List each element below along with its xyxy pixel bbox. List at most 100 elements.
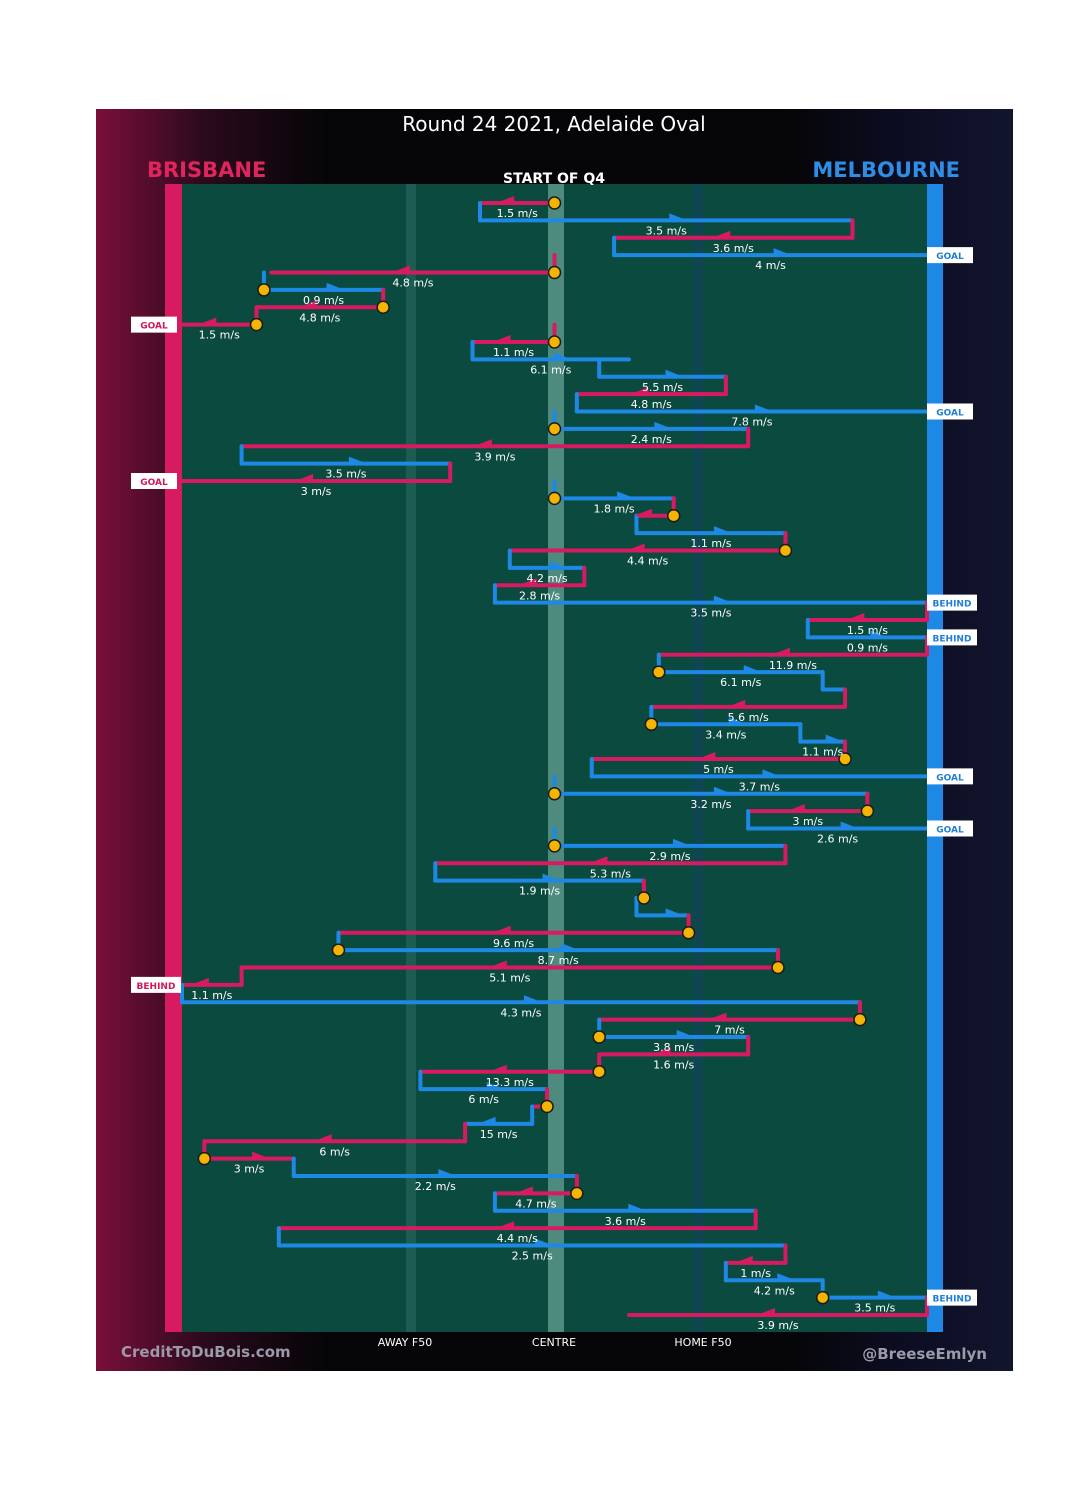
speed-label: 3.5 m/s [690,607,731,620]
speed-label: 6 m/s [319,1145,350,1158]
ball-marker [838,752,852,766]
direction-arrow [652,1047,671,1056]
result-tag [927,247,973,264]
direction-arrow [777,1273,796,1282]
axis-label-away: AWAY F50 [378,1336,432,1349]
ball-marker [331,943,346,957]
result-tag [927,594,977,611]
ball-marker [652,665,666,679]
axis-label-home: HOME F50 [674,1336,731,1349]
result-tag-label: BEHIND [933,600,972,610]
ball-marker [249,317,264,332]
direction-arrow [542,873,561,882]
result-tag-label: BEHIND [933,1295,972,1305]
speed-label: 1.9 m/s [519,885,560,898]
direction-arrow [672,838,691,847]
result-tag-label: BEHIND [137,982,176,992]
speed-label: 1.5 m/s [199,329,240,342]
direction-arrow [628,1203,647,1212]
direction-arrow [190,977,209,986]
speed-label: 3.4 m/s [705,728,746,741]
direction-arrow [708,1012,727,1021]
direction-arrow [754,404,773,413]
chart-panel: Round 24 2021, Adelaide Oval BRISBANE ME… [96,109,1013,1371]
direction-arrow [486,1082,505,1091]
team-left-label: BRISBANE [147,158,266,182]
direction-arrow [488,960,507,969]
direction-arrow [697,752,716,760]
chain-markers [197,196,875,1305]
ball-marker [666,509,681,523]
ball-marker [860,804,875,818]
speed-label: 3.6 m/s [713,242,754,255]
speed-label: 5.1 m/s [489,972,530,985]
speed-label: 4.4 m/s [627,555,668,568]
ball-marker [547,265,562,280]
direction-arrow [492,925,511,934]
chain-lines [180,201,929,1317]
speed-label: 6.1 m/s [720,676,761,689]
direction-arrow [488,1064,507,1073]
direction-arrow [295,474,314,482]
direction-arrow [298,300,317,309]
result-tag-label: GOAL [936,826,964,836]
direction-arrow [713,595,732,604]
chain-speed-labels: 1.5 m/s3.5 m/s3.6 m/s4 m/s4.8 m/s0.9 m/s… [191,207,895,1332]
direction-arrow [514,1186,533,1195]
centre-line [548,184,564,1332]
ball-marker [547,787,562,801]
ball-marker [778,543,793,558]
direction-arrow [713,526,732,535]
speed-label: 3.9 m/s [757,1319,798,1332]
speed-label: 13.3 m/s [486,1076,534,1089]
direction-arrow [762,769,781,778]
speed-label: 5 m/s [703,763,734,776]
direction-arrow [734,1255,753,1264]
speed-label: 1.5 m/s [847,624,888,637]
direction-arrow [757,1308,775,1316]
speed-label: 3.7 m/s [739,780,780,793]
result-tag-label: GOAL [936,409,964,419]
credit-left: CreditToDuBois.com [121,1343,291,1361]
speed-label: 4.4 m/s [497,1232,538,1245]
direction-arrow [313,1134,332,1143]
direction-arrow [771,647,790,656]
speed-label: 4.8 m/s [299,311,340,324]
speed-label: 6 m/s [468,1093,499,1106]
speed-label: 1.1 m/s [493,346,534,359]
direction-arrow [665,908,684,917]
direction-arrow [492,335,511,343]
ball-marker [644,717,659,731]
result-tag [131,316,177,333]
ball-marker [771,960,785,975]
direction-arrow [473,439,492,448]
chart-subtitle: START OF Q4 [503,171,605,187]
result-tag [927,768,973,785]
speed-label: 4.2 m/s [526,572,567,585]
away-f50-line [406,184,416,1332]
speed-label: 7 m/s [714,1024,745,1037]
speed-label: 2.4 m/s [631,433,672,446]
result-tag-label: GOAL [140,322,168,332]
direction-arrow [391,265,410,274]
direction-arrow [550,560,569,569]
speed-label: 3.5 m/s [646,224,687,237]
direction-arrow [825,734,844,743]
speed-label: 2.6 m/s [817,833,858,846]
speed-label: 2.8 m/s [519,589,560,602]
direction-arrow [198,317,217,326]
ball-marker [681,926,696,940]
direction-arrow [617,491,636,500]
speed-label: 4.8 m/s [392,277,433,290]
speed-label: 6.1 m/s [530,363,571,376]
result-tag [927,403,973,420]
ball-marker [547,839,562,853]
chart-title: Round 24 2021, Adelaide Oval [402,112,706,136]
speed-label: 3 m/s [234,1163,265,1176]
speed-label: 8.7 m/s [538,954,579,967]
speed-label: 3 m/s [792,815,823,828]
direction-arrow [252,1151,271,1160]
chain-arrows [190,196,896,1316]
direction-arrow [535,1238,554,1247]
speed-label: 0.9 m/s [847,641,888,654]
